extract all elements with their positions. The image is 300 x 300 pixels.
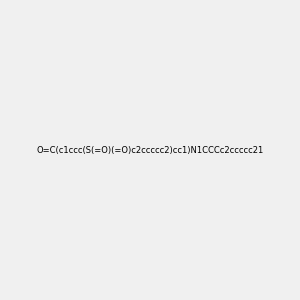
- Text: O=C(c1ccc(S(=O)(=O)c2ccccc2)cc1)N1CCCc2ccccc21: O=C(c1ccc(S(=O)(=O)c2ccccc2)cc1)N1CCCc2c…: [36, 146, 264, 154]
